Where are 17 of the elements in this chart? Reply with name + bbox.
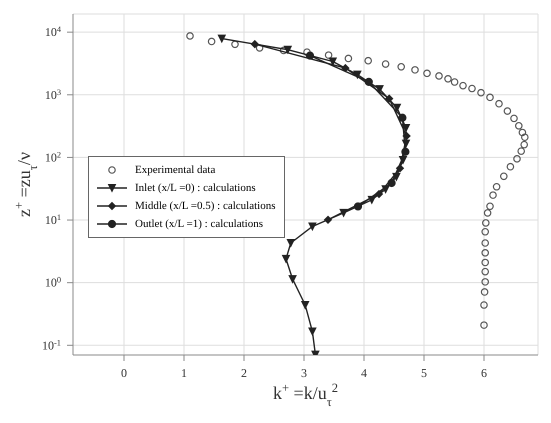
legend-label: Outlet (x/L =1) : calculations: [135, 217, 263, 232]
y-tick-label: 10$^{4}$: [44, 24, 62, 40]
x-tick-label: 3: [301, 366, 307, 380]
x-tick-label: 4: [361, 366, 367, 380]
y-tick-label: 10$^{0}$: [44, 275, 61, 290]
legend-label: Experimental data: [135, 163, 216, 178]
x-tick-label: 0: [121, 366, 127, 380]
x-tick-label: 2: [241, 366, 247, 380]
legend-label: Inlet (x/L =0) : calculations: [135, 181, 256, 196]
y-tick-label: 10$^{1}$: [44, 212, 61, 228]
y-tick-label: 10$^{2}$: [44, 150, 61, 164]
y-tick-label: 10$^{-1}$: [42, 338, 61, 352]
x-tick-label: 1: [181, 366, 187, 380]
x-tick-label: 5: [421, 366, 427, 380]
y-tick-label: 10$^{3}$: [44, 87, 61, 102]
legend-label: Middle (x/L =0.5) : calculations: [135, 199, 276, 214]
x-tick-label: 6: [481, 366, 487, 380]
